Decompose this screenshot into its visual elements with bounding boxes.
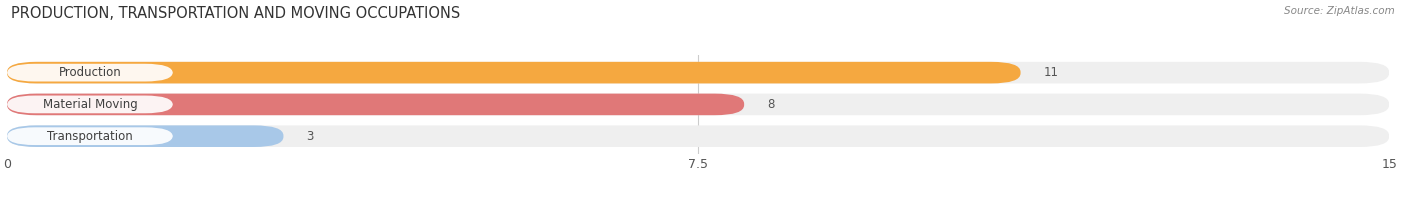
Text: Transportation: Transportation [46,130,132,143]
FancyBboxPatch shape [7,94,744,115]
FancyBboxPatch shape [7,125,284,147]
FancyBboxPatch shape [7,62,1389,84]
FancyBboxPatch shape [7,94,1389,115]
Text: Source: ZipAtlas.com: Source: ZipAtlas.com [1284,6,1395,16]
FancyBboxPatch shape [7,62,1021,84]
Text: 8: 8 [768,98,775,111]
Text: Production: Production [59,66,121,79]
Text: 3: 3 [307,130,314,143]
Text: Material Moving: Material Moving [42,98,138,111]
FancyBboxPatch shape [7,64,173,82]
FancyBboxPatch shape [7,125,1389,147]
Text: PRODUCTION, TRANSPORTATION AND MOVING OCCUPATIONS: PRODUCTION, TRANSPORTATION AND MOVING OC… [11,6,461,21]
Text: 11: 11 [1043,66,1059,79]
FancyBboxPatch shape [7,127,173,145]
FancyBboxPatch shape [7,96,173,113]
